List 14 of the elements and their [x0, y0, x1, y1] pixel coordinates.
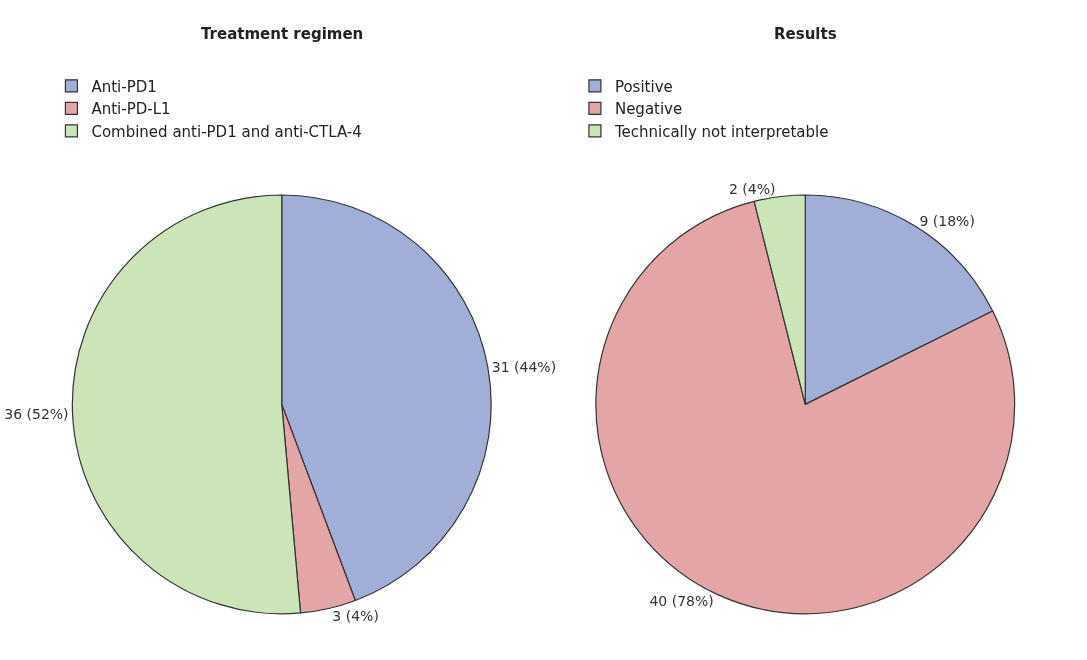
- legend-label: Technically not interpretable: [613, 122, 829, 141]
- data-label: 31 (44%): [491, 358, 557, 375]
- data-label: 2 (4%): [729, 180, 776, 197]
- data-label: 9 (18%): [919, 212, 975, 229]
- legend-label: Positive: [614, 77, 673, 96]
- legend-label: Anti-PD1: [91, 77, 157, 96]
- data-label: 36 (52%): [4, 405, 69, 422]
- chart-title: Results: [774, 25, 837, 43]
- chart-title: Treatment regimen: [201, 25, 364, 43]
- legend-label: Negative: [614, 100, 683, 119]
- legend-label: Anti-PD-L1: [91, 100, 171, 119]
- legend-label: Combined anti-PD1 and anti-CTLA-4: [91, 122, 362, 141]
- data-label: 3 (4%): [332, 608, 379, 625]
- data-label: 40 (78%): [649, 593, 714, 610]
